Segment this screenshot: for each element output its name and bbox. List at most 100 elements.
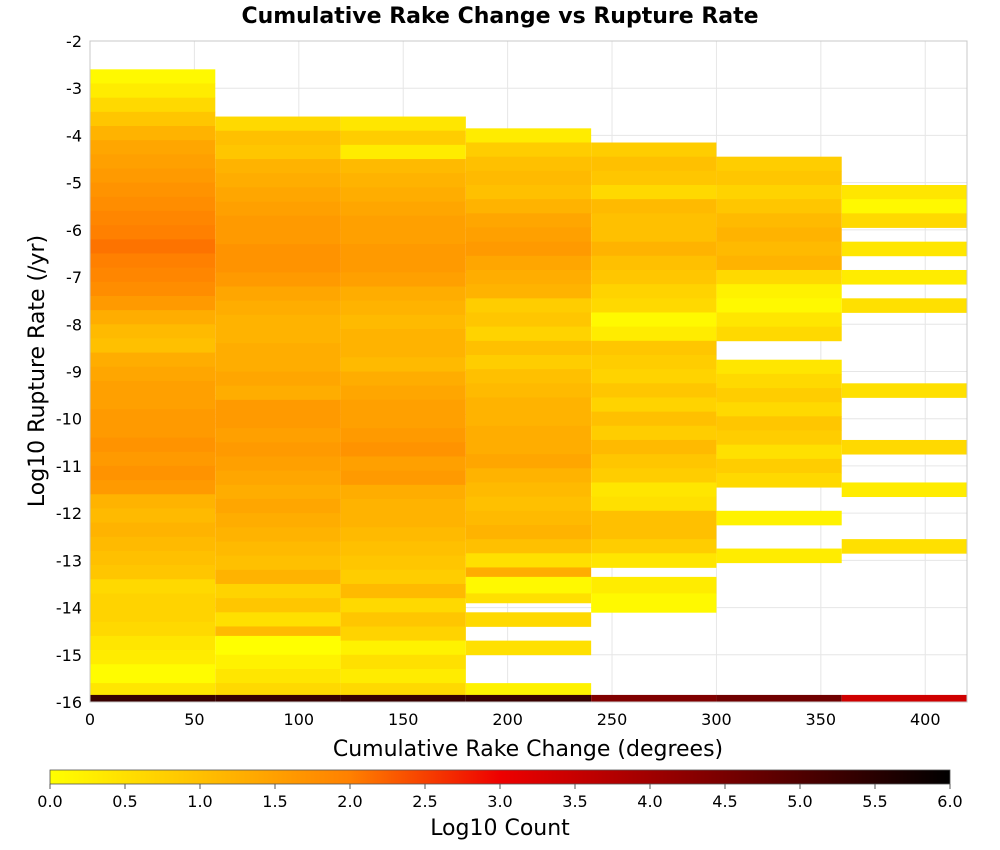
heatmap-cell — [340, 144, 466, 160]
heatmap-cell — [90, 395, 216, 410]
heatmap-cell — [465, 439, 592, 455]
heatmap-cell — [215, 229, 341, 245]
heatmap-cell — [465, 156, 592, 172]
colorbar — [49, 769, 951, 785]
heatmap-cell — [340, 314, 466, 330]
heatmap-cell — [716, 510, 842, 526]
heatmap-cell — [465, 340, 592, 356]
heatmap-cell — [90, 196, 216, 212]
chart-title: Cumulative Rake Change vs Rupture Rate — [241, 4, 758, 29]
heatmap-cell — [841, 482, 967, 498]
heatmap-cell — [215, 244, 341, 259]
heatmap-cell — [90, 694, 216, 703]
heatmap-cell — [215, 456, 341, 472]
heatmap-cell — [215, 399, 341, 415]
heatmap-cell — [215, 598, 341, 613]
heatmap-cell — [90, 650, 216, 665]
heatmap-cell — [465, 383, 592, 398]
heatmap-cell — [340, 116, 466, 132]
heatmap-cell — [215, 413, 341, 429]
colorbar-tick-label: 5.5 — [862, 792, 887, 811]
heatmap-cell — [591, 199, 717, 214]
heatmap-cell — [716, 444, 842, 460]
heatmap-cell — [591, 397, 717, 413]
heatmap-cell — [591, 482, 717, 498]
heatmap-cell — [591, 510, 717, 526]
heatmap-cell — [215, 668, 341, 684]
heatmap-cell — [340, 569, 466, 585]
heatmap-cell — [340, 555, 466, 571]
heatmap-cell — [340, 215, 466, 231]
heatmap-cell — [340, 513, 466, 528]
heatmap-cell — [465, 397, 592, 413]
y-tick-label: -2 — [66, 32, 82, 51]
heatmap-cell — [340, 413, 466, 429]
colorbar-tick-label: 1.0 — [187, 792, 212, 811]
heatmap-cell — [465, 269, 592, 285]
y-tick-label: -12 — [56, 504, 82, 523]
x-tick-label: 50 — [184, 710, 204, 729]
heatmap-cell — [215, 329, 341, 344]
heatmap-cell — [90, 140, 216, 155]
heatmap-cell — [215, 187, 341, 202]
heatmap-cell — [591, 553, 717, 568]
colorbar-label: Log10 Count — [430, 816, 570, 841]
heatmap-cell — [465, 567, 592, 578]
heatmap-cell — [340, 258, 466, 273]
heatmap-cell — [90, 550, 216, 566]
heatmap-cell — [716, 284, 842, 299]
heatmap-cell — [591, 170, 717, 186]
heatmap-cell — [465, 185, 592, 200]
heatmap-cell — [90, 182, 216, 198]
colorbar-tick-label: 0.0 — [37, 792, 62, 811]
heatmap-cell — [340, 357, 466, 372]
heatmap-cell — [841, 539, 967, 554]
heatmap-cell — [340, 583, 466, 599]
heatmap-cell — [215, 527, 341, 542]
heatmap-cell — [90, 239, 216, 254]
heatmap-cell — [591, 354, 717, 370]
x-axis-ticks: 0 50 100 150 200 250 300 350 400 — [85, 710, 941, 729]
heatmap-cell — [591, 468, 717, 483]
heatmap-cell — [90, 97, 216, 113]
heatmap-cell — [716, 185, 842, 200]
heatmap-cell — [215, 385, 341, 401]
y-tick-label: -14 — [56, 599, 82, 618]
heatmap-cell — [591, 284, 717, 299]
heatmap-cell — [591, 411, 717, 427]
heatmap-cell — [90, 579, 216, 594]
heatmap-cell — [465, 454, 592, 469]
heatmap-cell — [215, 635, 341, 656]
heatmap-cell — [215, 513, 341, 528]
heatmap-cell — [215, 498, 341, 514]
heatmap-cell — [591, 255, 717, 271]
heatmap-cell — [215, 258, 341, 273]
plot-border — [89, 40, 968, 703]
heatmap-cell — [340, 399, 466, 415]
heatmap-cell — [90, 607, 216, 623]
heatmap-cell — [716, 359, 842, 375]
heatmap-cell — [591, 524, 717, 540]
heatmap-cell — [340, 640, 466, 656]
heatmap-cell — [215, 612, 341, 627]
heatmap-cell — [465, 425, 592, 441]
heatmap-cell — [340, 694, 466, 703]
heatmap-cell — [90, 565, 216, 580]
heatmap-cell — [591, 576, 717, 594]
heatmap-cell — [90, 593, 216, 608]
heatmap-cell — [90, 310, 216, 325]
heatmap-cell — [591, 227, 717, 243]
heatmap-cell — [465, 369, 592, 384]
heatmap-cell — [716, 388, 842, 403]
heatmap-cell — [716, 326, 842, 342]
heatmap-cell — [716, 416, 842, 431]
heatmap-cell — [215, 159, 341, 174]
heatmap-cell — [340, 286, 466, 302]
heatmap-cell — [90, 253, 216, 269]
heatmap-cell — [90, 111, 216, 127]
heatmap-cell — [841, 185, 967, 200]
heatmap-cell — [841, 199, 967, 214]
y-tick-label: -13 — [56, 551, 82, 570]
heatmap-cell — [215, 555, 341, 571]
heatmap-cell — [215, 484, 341, 500]
